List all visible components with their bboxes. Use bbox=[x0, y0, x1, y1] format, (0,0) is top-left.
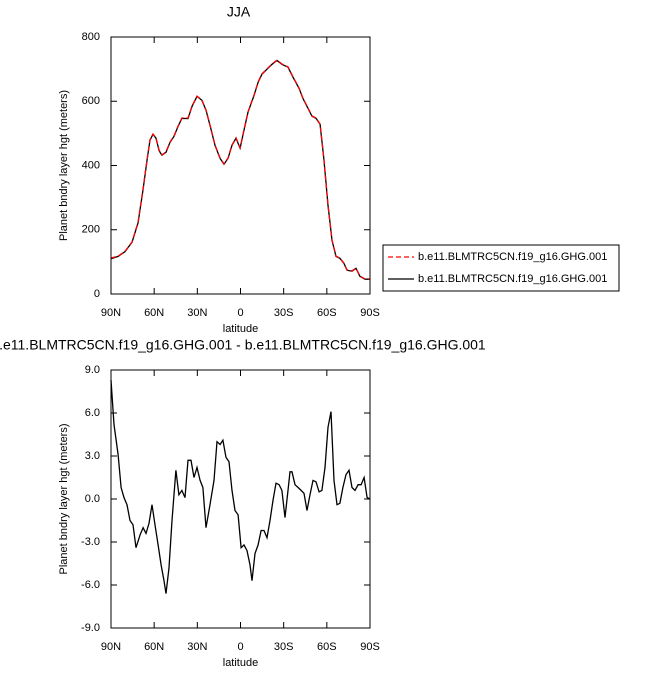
data-line bbox=[110, 59, 370, 280]
x-tick-label: 60S bbox=[317, 307, 337, 319]
data-line bbox=[110, 59, 370, 280]
x-tick-label: 60N bbox=[144, 641, 164, 653]
x-tick-label: 60N bbox=[144, 307, 164, 319]
y-tick-label: 9.0 bbox=[85, 364, 100, 376]
x-tick-label: 0 bbox=[237, 641, 243, 653]
y-tick-label: -9.0 bbox=[81, 622, 100, 634]
y-axis-label: Planet bndry layer hgt (meters) bbox=[58, 90, 70, 241]
chart-title: JJA bbox=[227, 4, 251, 20]
legend-label: b.e11.BLMTRC5CN.f19_g16.GHG.001 bbox=[418, 251, 607, 263]
x-tick-label: 30N bbox=[187, 307, 207, 319]
x-tick-label: 90N bbox=[101, 307, 121, 319]
data-line bbox=[110, 379, 371, 594]
y-tick-label: 6.0 bbox=[85, 407, 100, 419]
y-tick-label: 200 bbox=[82, 224, 100, 236]
x-axis-label: latitude bbox=[223, 657, 258, 669]
x-tick-label: 90S bbox=[360, 641, 380, 653]
x-tick-label: 90S bbox=[360, 307, 380, 319]
y-tick-label: 400 bbox=[82, 159, 100, 171]
x-tick-label: 30S bbox=[274, 641, 294, 653]
y-tick-label: 600 bbox=[82, 95, 100, 107]
y-tick-label: 800 bbox=[82, 31, 100, 43]
y-axis-label: Planet bndry layer hgt (meters) bbox=[58, 423, 70, 574]
y-tick-label: 3.0 bbox=[85, 450, 100, 462]
x-axis-label: latitude bbox=[223, 323, 258, 335]
y-tick-label: 0 bbox=[94, 288, 100, 300]
y-tick-label: 0.0 bbox=[85, 493, 100, 505]
x-tick-label: 30N bbox=[187, 641, 207, 653]
legend-box bbox=[382, 244, 620, 292]
y-tick-label: -6.0 bbox=[81, 579, 100, 591]
plot-frame bbox=[110, 36, 371, 295]
y-tick-label: -3.0 bbox=[81, 536, 100, 548]
x-tick-label: 0 bbox=[237, 307, 243, 319]
x-tick-label: 90N bbox=[101, 641, 121, 653]
x-tick-label: 60S bbox=[317, 641, 337, 653]
plot-frame bbox=[110, 369, 371, 629]
x-tick-label: 30S bbox=[274, 307, 294, 319]
chart-title: b.e11.BLMTRC5CN.f19_g16.GHG.001 - b.e11.… bbox=[0, 337, 486, 353]
legend-label: b.e11.BLMTRC5CN.f19_g16.GHG.001 bbox=[418, 273, 607, 285]
